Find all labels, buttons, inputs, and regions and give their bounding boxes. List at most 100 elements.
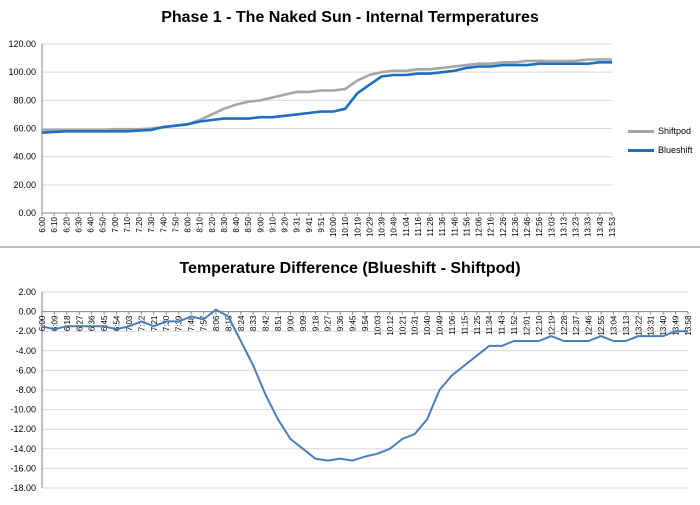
- x-tick-label: 10:49: [390, 216, 399, 237]
- x-tick-label: 7:57: [200, 315, 209, 331]
- legend-swatch-blueshift: [628, 148, 654, 152]
- x-tick-label: 10:12: [386, 315, 395, 336]
- x-tick-label: 11:46: [450, 216, 459, 236]
- x-tick-label: 8:51: [274, 315, 283, 331]
- x-tick-label: 9:10: [268, 216, 277, 232]
- x-tick-label: 9:00: [286, 315, 295, 331]
- x-tick-label: 8:10: [196, 216, 205, 232]
- x-tick-label: 12:55: [597, 315, 606, 336]
- x-tick-label: 7:50: [171, 216, 180, 232]
- x-tick-label: 8:50: [244, 216, 253, 232]
- x-tick-label: 7:10: [123, 216, 132, 232]
- x-tick-label: 11:52: [510, 315, 519, 335]
- x-tick-label: 12:46: [585, 315, 594, 336]
- chart-title-temperatures: Phase 1 - The Naked Sun - Internal Termp…: [161, 9, 539, 26]
- x-tick-label: 6:10: [50, 216, 59, 232]
- series-line-difference: [41, 308, 688, 462]
- x-tick-label: 11:04: [402, 216, 411, 236]
- x-tick-label: 10:49: [436, 315, 445, 336]
- x-tick-label: 12:28: [560, 315, 569, 336]
- x-tick-label: 6:36: [88, 315, 97, 331]
- x-tick-label: 8:06: [212, 315, 221, 331]
- legend-label-blueshift: Blueshift: [658, 145, 693, 155]
- x-tick-label: 7:30: [147, 216, 156, 232]
- x-tick-label: 9:27: [324, 315, 333, 331]
- x-tick-label: 12:46: [523, 216, 532, 237]
- x-tick-label: 10:21: [398, 315, 407, 336]
- x-tick-label: 11:56: [462, 216, 471, 236]
- x-tick-label: 7:40: [159, 216, 168, 232]
- temperature-chart-panel: Phase 1 - The Naked Sun - Internal Termp…: [0, 0, 700, 247]
- x-tick-label: 12:26: [499, 216, 508, 237]
- x-tick-label: 13:43: [596, 216, 605, 237]
- x-tick-label: 7:21: [150, 315, 159, 331]
- x-tick-label: 11:36: [438, 216, 447, 236]
- x-tick-label: 8:15: [224, 315, 233, 331]
- x-tick-label: 8:30: [220, 216, 229, 232]
- x-tick-label: 8:40: [232, 216, 241, 232]
- x-tick-label: 13:13: [622, 315, 631, 336]
- x-tick-label: 6:40: [87, 216, 96, 232]
- x-tick-label: 12:56: [535, 216, 544, 237]
- x-tick-label: 8:42: [262, 315, 271, 331]
- y-tick-label: 100.00: [8, 67, 36, 77]
- x-tick-label: 9:51: [317, 216, 326, 232]
- x-tick-label: 13:04: [609, 315, 618, 336]
- x-tick-label: 9:09: [299, 315, 308, 331]
- y-tick-label: 0.00: [18, 208, 36, 218]
- x-tick-label: 12:37: [572, 315, 581, 336]
- chart-legend: Shiftpod Blueshift: [628, 126, 693, 164]
- x-tick-label: 10:10: [341, 216, 350, 237]
- y-tick-label: -14.00: [10, 444, 36, 454]
- y-tick-label: 2.00: [18, 287, 36, 297]
- x-tick-label: 11:34: [485, 315, 494, 335]
- x-tick-label: 13:03: [547, 216, 556, 237]
- x-tick-label: 10:40: [423, 315, 432, 336]
- x-tick-label: 7:48: [187, 315, 196, 331]
- panel-divider: [0, 246, 700, 248]
- x-tick-label: 13:13: [559, 216, 568, 237]
- y-tick-label: 120.00: [8, 39, 36, 49]
- x-tick-label: 8:33: [249, 315, 258, 331]
- x-tick-label: 6:00: [38, 315, 47, 331]
- series-line-shiftpod: [42, 58, 612, 132]
- difference-line-chart: -18.00 -16.00 -14.00 -12.00 -10.00 -8.00 -6.00…: [10, 287, 693, 493]
- x-tick-label: 13:31: [647, 315, 656, 336]
- x-tick-label: 6:09: [50, 315, 59, 331]
- x-tick-label: 13:49: [672, 315, 681, 336]
- y-tick-label: -4.00: [15, 346, 36, 356]
- y-tick-label: 20.00: [13, 180, 36, 190]
- y-tick-label: -6.00: [15, 365, 36, 375]
- legend-item-shiftpod: Shiftpod: [628, 126, 693, 136]
- y-tick-label: 0.00: [18, 307, 36, 317]
- x-tick-label: 9:45: [349, 315, 358, 331]
- x-tick-label: 6:30: [74, 216, 83, 232]
- x-tick-label: 12:01: [523, 315, 532, 336]
- chart-title-difference: Temperature Difference (Blueshift - Shif…: [179, 260, 521, 277]
- x-tick-label: 8:00: [184, 216, 193, 232]
- x-tick-label: 13:22: [634, 315, 643, 336]
- x-tick-label: 12:10: [535, 315, 544, 336]
- y-tick-label: -2.00: [15, 326, 36, 336]
- x-tick-label: 10:39: [378, 216, 387, 237]
- y-tick-label: 80.00: [13, 95, 36, 105]
- x-tick-label: 6:54: [113, 315, 122, 331]
- x-tick-label: 9:00: [256, 216, 265, 232]
- x-tick-label: 9:20: [281, 216, 290, 232]
- y-tick-label: 60.00: [13, 124, 36, 134]
- x-tick-label: 6:45: [100, 315, 109, 331]
- y-tick-label: -16.00: [10, 463, 36, 473]
- y-tick-label: -8.00: [15, 385, 36, 395]
- x-tick-label: 13:23: [572, 216, 581, 237]
- temperature-line-chart: 0.00 20.00 40.00 60.00 80.00 100.00 120.00 6:00…: [8, 39, 617, 237]
- x-tick-label: 7:12: [137, 315, 146, 331]
- x-tick-label: 11:06: [448, 315, 457, 335]
- y-tick-label: 40.00: [13, 152, 36, 162]
- x-tick-label: 11:15: [460, 315, 469, 335]
- x-tick-label: 9:36: [336, 315, 345, 331]
- x-tick-label: 6:50: [99, 216, 108, 232]
- x-tick-label: 12:36: [511, 216, 520, 237]
- x-tick-label: 6:20: [62, 216, 71, 232]
- legend-label-shiftpod: Shiftpod: [658, 126, 692, 136]
- x-tick-label: 13:53: [608, 216, 617, 237]
